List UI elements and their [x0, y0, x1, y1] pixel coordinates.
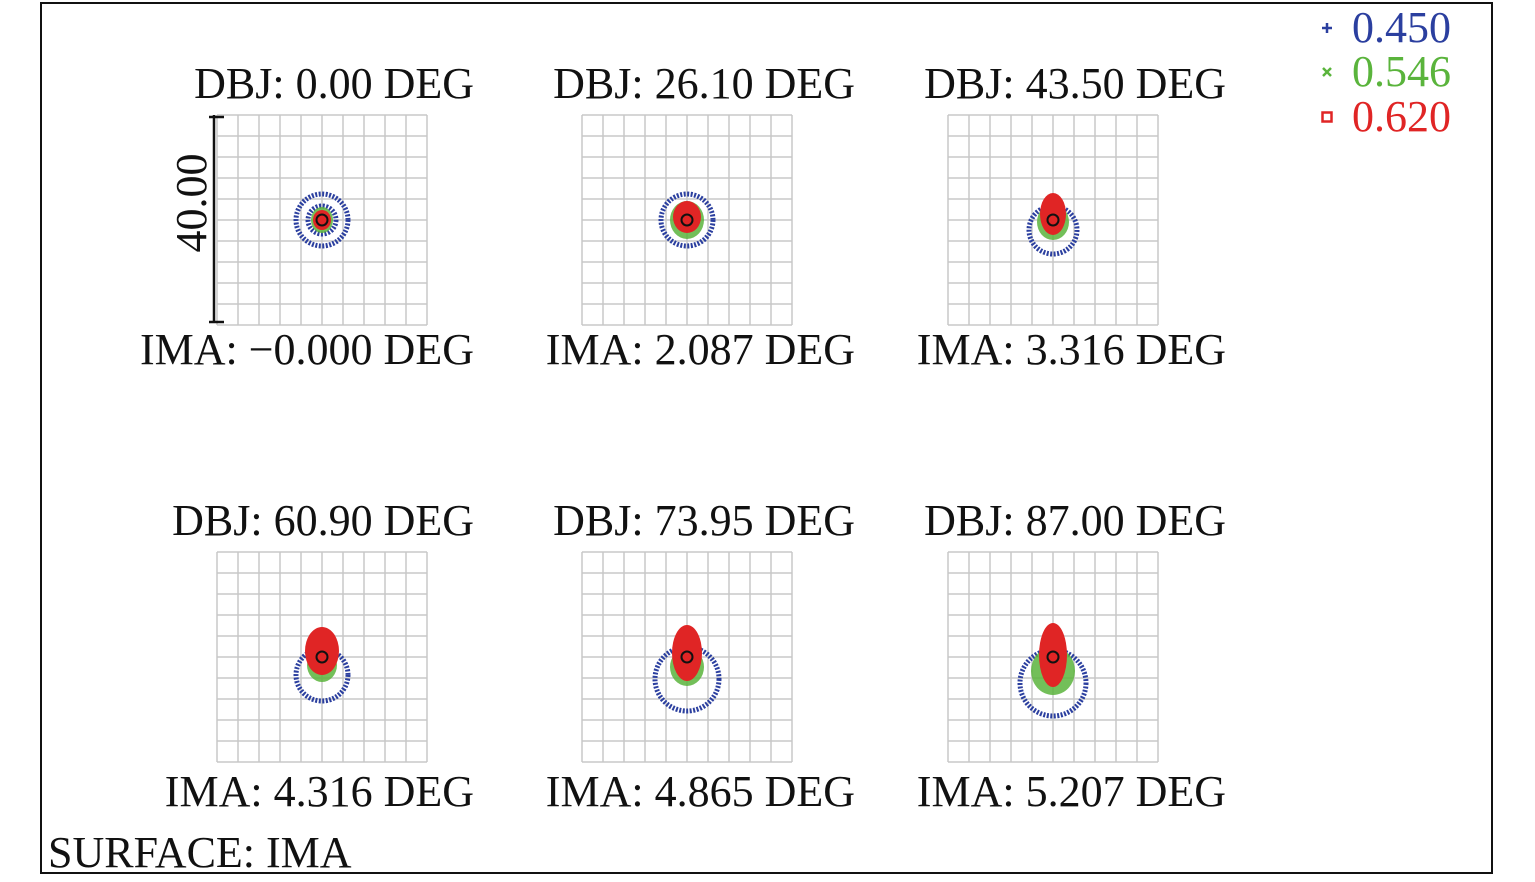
panel-grid	[947, 114, 1159, 326]
spot-0450-outer	[293, 191, 351, 249]
image-angle-label: IMA: 4.316 DEG	[165, 767, 474, 816]
panel-grid	[581, 551, 793, 763]
spot-0620	[313, 210, 331, 230]
spot-0620	[673, 201, 701, 233]
spot-panel: DBJ: 43.50 DEG IMA: 3.316 DEG	[917, 59, 1226, 374]
scale-bar: 40.00	[167, 115, 224, 324]
chief-ray-marker	[315, 213, 329, 227]
spot-0450	[293, 646, 351, 704]
field-angle-label: DBJ: 26.10 DEG	[553, 59, 855, 108]
legend-label: 0.546	[1352, 47, 1451, 96]
scale-bar-label: 40.00	[167, 154, 216, 253]
spot-0450	[658, 191, 716, 249]
legend-x-icon	[1322, 67, 1332, 77]
chief-ray-marker	[680, 650, 694, 664]
spot-panel: DBJ: 87.00 DEG IMA: 5.207 DEG	[917, 496, 1226, 816]
surface-label: SURFACE: IMA	[48, 828, 352, 877]
chief-ray-marker	[1046, 213, 1060, 227]
spot-panel: DBJ: 0.00 DEG IMA: −0.000 DEG	[140, 59, 474, 374]
panels: DBJ: 0.00 DEG IMA: −0.000 DEG DBJ: 26.10 D…	[140, 59, 1226, 816]
spot-panel: DBJ: 26.10 DEG IMA: 2.087 DEG	[546, 59, 855, 374]
chief-ray-marker	[680, 213, 694, 227]
field-angle-label: DBJ: 43.50 DEG	[924, 59, 1226, 108]
spot-panel: DBJ: 60.90 DEG IMA: 4.316 DEG	[165, 496, 474, 816]
image-angle-label: IMA: 2.087 DEG	[546, 325, 855, 374]
field-angle-label: DBJ: 60.90 DEG	[172, 496, 474, 545]
panel-grid	[581, 114, 793, 326]
spot-panel: DBJ: 73.95 DEG IMA: 4.865 DEG	[546, 496, 855, 816]
panel-grid	[947, 551, 1159, 763]
panel-grid	[216, 114, 428, 326]
legend-plus-icon	[1322, 23, 1332, 33]
spot-0450	[305, 203, 339, 237]
legend-label: 0.450	[1352, 3, 1451, 52]
spot-0620	[1039, 623, 1067, 687]
spot-0620	[672, 625, 702, 681]
field-angle-label: DBJ: 73.95 DEG	[553, 496, 855, 545]
chief-ray-marker	[1046, 650, 1060, 664]
image-angle-label: IMA: 5.207 DEG	[917, 767, 1226, 816]
field-angle-label: DBJ: 0.00 DEG	[194, 59, 474, 108]
image-angle-label: IMA: 3.316 DEG	[917, 325, 1226, 374]
legend-label: 0.620	[1352, 92, 1451, 141]
plot-frame	[40, 2, 1493, 874]
image-angle-label: IMA: −0.000 DEG	[140, 325, 474, 374]
legend-square-icon	[1321, 111, 1333, 123]
image-angle-label: IMA: 4.865 DEG	[546, 767, 855, 816]
chief-ray-marker	[315, 650, 329, 664]
field-angle-label: DBJ: 87.00 DEG	[924, 496, 1226, 545]
